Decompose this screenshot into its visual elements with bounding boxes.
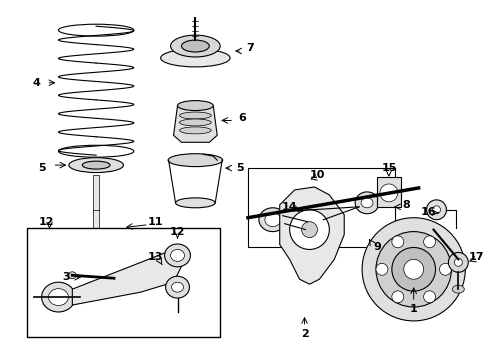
Circle shape: [392, 291, 404, 303]
Text: 6: 6: [238, 113, 246, 123]
Text: 11: 11: [148, 217, 164, 227]
Ellipse shape: [58, 145, 134, 157]
Polygon shape: [173, 105, 217, 142]
Text: 13: 13: [148, 252, 163, 262]
Ellipse shape: [84, 305, 108, 313]
Text: 10: 10: [310, 170, 325, 180]
Bar: [248, 168, 395, 247]
Ellipse shape: [166, 276, 190, 298]
Ellipse shape: [171, 249, 184, 261]
Ellipse shape: [171, 35, 220, 57]
Circle shape: [448, 252, 468, 272]
Ellipse shape: [259, 208, 287, 231]
Ellipse shape: [355, 192, 379, 214]
Circle shape: [380, 184, 398, 202]
Text: 4: 4: [33, 78, 41, 88]
Circle shape: [433, 206, 441, 214]
Bar: [26, 228, 220, 337]
Ellipse shape: [177, 100, 213, 111]
Circle shape: [362, 218, 466, 321]
Circle shape: [427, 200, 446, 220]
Text: 9: 9: [373, 243, 381, 252]
Circle shape: [454, 258, 462, 266]
Text: 5: 5: [38, 163, 46, 173]
Ellipse shape: [42, 282, 75, 312]
Text: 12: 12: [170, 226, 185, 237]
Text: 14: 14: [282, 202, 297, 212]
Circle shape: [404, 260, 424, 279]
Circle shape: [392, 236, 404, 248]
Circle shape: [290, 210, 329, 249]
Ellipse shape: [82, 161, 110, 169]
Ellipse shape: [361, 198, 373, 208]
Bar: [84, 255, 108, 309]
Ellipse shape: [175, 198, 215, 208]
Polygon shape: [280, 187, 344, 284]
Ellipse shape: [265, 213, 281, 227]
Text: 7: 7: [246, 43, 254, 53]
Circle shape: [424, 291, 436, 303]
Text: 15: 15: [381, 163, 396, 173]
Ellipse shape: [161, 49, 230, 67]
Ellipse shape: [310, 221, 321, 231]
Text: 1: 1: [410, 304, 417, 314]
Ellipse shape: [172, 282, 183, 292]
Ellipse shape: [168, 154, 222, 167]
Text: 2: 2: [301, 329, 308, 339]
Circle shape: [301, 222, 318, 238]
Circle shape: [392, 247, 436, 291]
Circle shape: [424, 236, 436, 248]
Ellipse shape: [181, 40, 209, 52]
Ellipse shape: [49, 289, 69, 306]
Ellipse shape: [58, 24, 134, 36]
Text: 8: 8: [403, 200, 411, 210]
Ellipse shape: [84, 251, 108, 258]
Ellipse shape: [165, 244, 191, 267]
Ellipse shape: [69, 272, 76, 279]
Circle shape: [376, 231, 451, 307]
Bar: [93, 175, 99, 255]
Text: 5: 5: [236, 163, 244, 173]
Polygon shape: [73, 249, 183, 305]
Ellipse shape: [179, 127, 211, 134]
Ellipse shape: [179, 119, 211, 126]
Text: 16: 16: [421, 207, 437, 217]
Text: 17: 17: [468, 252, 484, 262]
Ellipse shape: [305, 216, 326, 235]
Ellipse shape: [452, 285, 465, 293]
Text: 3: 3: [63, 272, 70, 282]
Ellipse shape: [91, 316, 101, 322]
Bar: [377, 177, 401, 207]
Ellipse shape: [86, 313, 106, 325]
Circle shape: [440, 264, 451, 275]
Text: 12: 12: [39, 217, 54, 227]
Ellipse shape: [179, 112, 211, 119]
Circle shape: [376, 264, 388, 275]
Ellipse shape: [69, 158, 123, 172]
